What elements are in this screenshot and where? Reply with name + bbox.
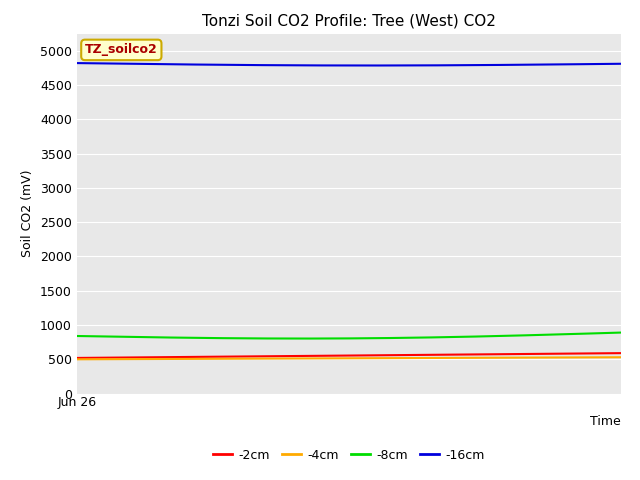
-16cm: [73, 60, 81, 66]
-8cm: [299, 336, 307, 341]
Title: Tonzi Soil CO2 Profile: Tree (West) CO2: Tonzi Soil CO2 Profile: Tree (West) CO2: [202, 13, 496, 28]
-4cm: [531, 355, 539, 360]
-8cm: [73, 333, 81, 339]
-16cm: [75, 60, 83, 66]
-16cm: [617, 61, 625, 67]
-2cm: [397, 352, 404, 358]
Text: TZ_soilco2: TZ_soilco2: [85, 43, 157, 56]
Legend: -2cm, -4cm, -8cm, -16cm: -2cm, -4cm, -8cm, -16cm: [208, 444, 490, 467]
Line: -2cm: -2cm: [77, 353, 621, 358]
-2cm: [395, 352, 403, 358]
-4cm: [617, 354, 625, 360]
-2cm: [75, 355, 83, 361]
-8cm: [533, 332, 541, 338]
-4cm: [75, 357, 83, 362]
-8cm: [617, 330, 625, 336]
-8cm: [568, 331, 575, 337]
-2cm: [73, 355, 81, 361]
-4cm: [395, 355, 403, 361]
-16cm: [364, 62, 372, 68]
-2cm: [406, 352, 413, 358]
-2cm: [566, 351, 573, 357]
Text: Time: Time: [590, 415, 621, 428]
-4cm: [73, 357, 81, 362]
Line: -4cm: -4cm: [77, 357, 621, 360]
-8cm: [399, 335, 406, 341]
Y-axis label: Soil CO2 (mV): Soil CO2 (mV): [21, 170, 35, 257]
-4cm: [566, 355, 573, 360]
-2cm: [617, 350, 625, 356]
-4cm: [406, 355, 413, 361]
-16cm: [533, 62, 541, 68]
-16cm: [397, 62, 404, 68]
-8cm: [408, 335, 415, 341]
-8cm: [75, 333, 83, 339]
-16cm: [408, 62, 415, 68]
-2cm: [531, 351, 539, 357]
-16cm: [399, 62, 406, 68]
-8cm: [397, 335, 404, 341]
-16cm: [568, 61, 575, 67]
Line: -8cm: -8cm: [77, 333, 621, 338]
-4cm: [397, 355, 404, 361]
Line: -16cm: -16cm: [77, 63, 621, 65]
